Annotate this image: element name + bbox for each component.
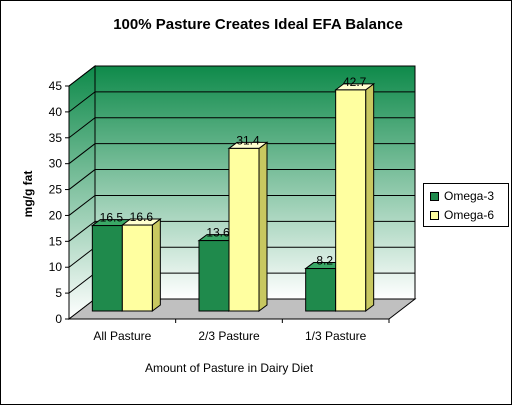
y-tick-label: 20 [49, 208, 63, 222]
data-label-omega-3: 16.5 [100, 211, 124, 225]
x-tick-label: 2/3 Pasture [198, 329, 260, 343]
legend-swatch-omega-6 [430, 210, 439, 220]
gridline [68, 169, 415, 190]
side-wall [68, 64, 96, 321]
x-tick-label: All Pasture [93, 329, 151, 343]
legend-item-omega-3: Omega-3 [430, 189, 494, 203]
bar-side-omega-6 [365, 82, 375, 312]
legend-swatch-omega-3 [430, 191, 439, 201]
y-tick-label: 15 [49, 234, 63, 248]
data-label-omega-6: 16.6 [130, 210, 154, 224]
bar-omega-3 [91, 225, 123, 312]
bar-omega-3 [305, 268, 337, 312]
data-label-omega-3: 13.6 [206, 226, 230, 240]
gridline [68, 220, 415, 242]
data-label-omega-3: 8.2 [316, 254, 333, 268]
y-tick-label: 40 [49, 105, 63, 119]
legend-item-omega-6: Omega-6 [430, 208, 494, 222]
y-tick-label: 45 [49, 79, 63, 93]
legend-label-omega-6: Omega-6 [444, 208, 495, 222]
bar-omega-6 [228, 147, 260, 312]
legend-label-omega-3: Omega-3 [444, 189, 495, 203]
bar-omega-6 [121, 224, 153, 312]
chart-title: 100% Pasture Creates Ideal EFA Balance [113, 16, 403, 33]
gridline [68, 91, 415, 113]
y-tick-label: 0 [55, 312, 62, 326]
data-label-omega-6: 42.7 [343, 75, 367, 89]
x-tick-label: 1/3 Pasture [305, 329, 367, 343]
y-tick-label: 5 [55, 286, 62, 300]
legend: Omega-3 Omega-6 [423, 183, 509, 227]
y-tick-label: 30 [49, 157, 63, 171]
bar-side-omega-6 [258, 141, 268, 312]
gridline [68, 143, 415, 165]
y-axis-label: mg/g fat [21, 170, 35, 218]
x-axis-label: Amount of Pasture in Dairy Diet [144, 361, 314, 375]
y-tick-label: 10 [49, 260, 63, 274]
y-tick-label: 25 [49, 183, 63, 197]
bar-omega-3 [198, 240, 230, 312]
data-label-omega-6: 31.4 [236, 133, 260, 147]
gridline [68, 117, 415, 139]
gridline [68, 65, 415, 87]
y-tick-label: 35 [49, 131, 63, 145]
bar-side-omega-6 [151, 218, 161, 312]
bar-omega-6 [335, 89, 367, 312]
gridline [68, 194, 415, 216]
